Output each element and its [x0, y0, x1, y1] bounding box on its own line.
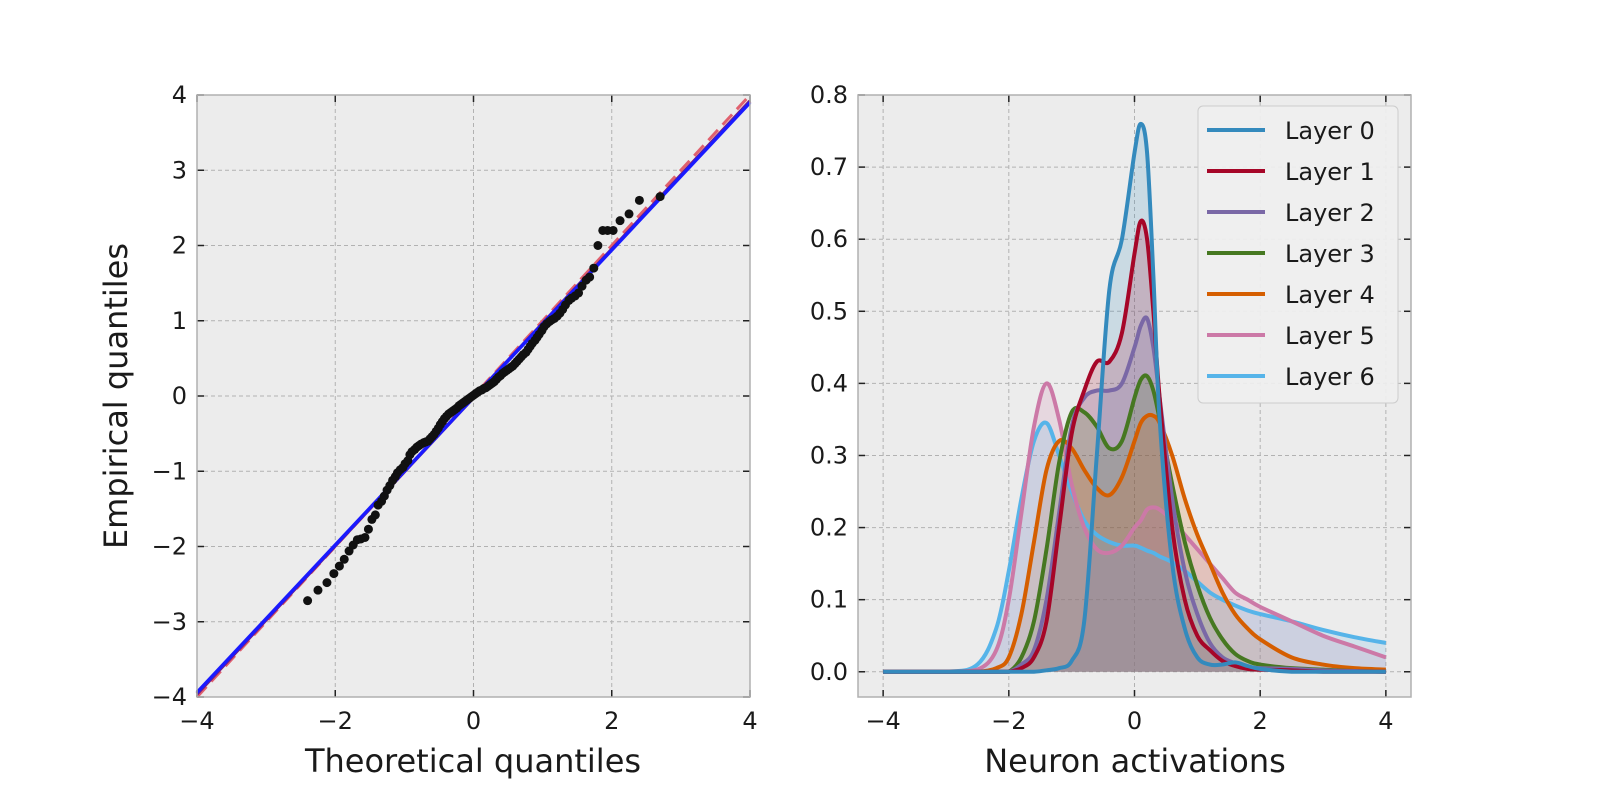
qq-plot-ticks: −4 −2 0 2 4 −4 −3 −2 −1 0 1 2 3 4: [152, 81, 758, 735]
qq-y-tick-label: 4: [172, 81, 187, 109]
density-line-layer-1: [883, 218, 1386, 674]
density-line-layer-5: [883, 381, 1387, 674]
qq-point: [589, 263, 599, 273]
qq-point: [329, 569, 339, 579]
qq-x-tick-label: 4: [742, 707, 757, 735]
qq-x-axis-label: Theoretical quantiles: [304, 742, 641, 780]
density-y-tick-label: 0.2: [810, 514, 848, 542]
density-y-tick-label: 0.4: [810, 369, 848, 397]
density-fill-layer-5: [883, 383, 1386, 672]
qq-point: [574, 288, 584, 298]
legend-box: [1197, 105, 1399, 404]
density-plot-panel: −4 −2 0 2 4 0.0 0.1 0.2 0.3 0.4 0.5 0.6 0.7 0.8 Neuro…: [810, 81, 1412, 780]
legend-label: Layer 1: [1285, 158, 1375, 186]
density-y-tick-label: 0.6: [810, 225, 848, 253]
density-x-tick-label: 4: [1378, 707, 1393, 735]
qq-point: [339, 554, 349, 564]
density-line-layer-4: [883, 412, 1386, 674]
qq-y-tick-label: −3: [152, 608, 187, 636]
qq-point: [624, 209, 634, 219]
density-fill-layer-4: [883, 414, 1386, 672]
density-y-tick-label: 0.1: [810, 586, 848, 614]
qq-point: [303, 596, 313, 606]
qq-point: [322, 578, 332, 588]
density-plot-ticks: −4 −2 0 2 4 0.0 0.1 0.2 0.3 0.4 0.5 0.6 0.7 0.8: [810, 81, 1411, 735]
density-plot-frame: [857, 94, 1412, 698]
qq-plot-frame: [196, 94, 751, 698]
qq-scatter-points: [303, 192, 665, 606]
density-lines: [883, 121, 1387, 674]
qq-y-tick-label: 3: [172, 156, 187, 184]
qq-point: [334, 561, 344, 571]
density-x-tick-label: −2: [991, 707, 1026, 735]
legend-label: Layer 5: [1285, 322, 1375, 350]
qq-x-tick-label: 0: [466, 707, 481, 735]
qq-y-tick-label: −1: [152, 457, 187, 485]
qq-x-tick-label: −4: [179, 707, 214, 735]
qq-point: [585, 272, 595, 282]
legend-label: Layer 2: [1285, 199, 1375, 227]
legend-label: Layer 6: [1285, 363, 1375, 391]
density-x-axis-label: Neuron activations: [984, 742, 1286, 780]
qq-x-tick-label: 2: [604, 707, 619, 735]
qq-point: [593, 241, 603, 250]
qq-y-tick-label: 0: [172, 382, 187, 410]
qq-y-axis-label: Empirical quantiles: [97, 243, 135, 549]
qq-point: [313, 585, 323, 595]
qq-point: [615, 216, 625, 226]
legend-label: Layer 0: [1285, 117, 1375, 145]
density-y-tick-label: 0.7: [810, 153, 848, 181]
qq-point: [608, 225, 618, 235]
density-line-layer-6: [883, 420, 1387, 674]
qq-point: [370, 510, 380, 520]
density-x-tick-label: 2: [1253, 707, 1268, 735]
qq-point: [655, 192, 665, 202]
density-line-layer-3: [883, 373, 1386, 674]
density-fill-layer-2: [883, 317, 1386, 672]
density-fill-layer-3: [883, 375, 1386, 672]
legend-label: Layer 4: [1285, 281, 1375, 309]
qq-y-tick-label: −4: [152, 683, 187, 711]
density-y-tick-label: 0.8: [810, 81, 848, 109]
legend-label: Layer 3: [1285, 240, 1375, 268]
density-y-tick-label: 0.5: [810, 297, 848, 325]
density-y-tick-label: 0.0: [810, 658, 848, 686]
qq-y-tick-label: −2: [152, 533, 187, 561]
density-legend: Layer 0 Layer 1 Layer 2 Layer 3 Layer 4 Layer…: [1197, 105, 1399, 404]
density-y-tick-label: 0.3: [810, 441, 848, 469]
qq-plot-panel: −4 −2 0 2 4 −4 −3 −2 −1 0 1 2 3 4 Theoretical quantil…: [97, 81, 758, 780]
qq-x-tick-label: −2: [318, 707, 353, 735]
density-x-tick-label: 0: [1127, 707, 1142, 735]
qq-y-tick-label: 1: [172, 307, 187, 335]
density-x-tick-label: −4: [865, 707, 900, 735]
qq-y-tick-label: 2: [172, 232, 187, 260]
qq-point: [360, 532, 370, 542]
qq-point: [634, 195, 644, 205]
qq-point: [363, 524, 373, 534]
density-line-layer-0: [883, 121, 1386, 674]
